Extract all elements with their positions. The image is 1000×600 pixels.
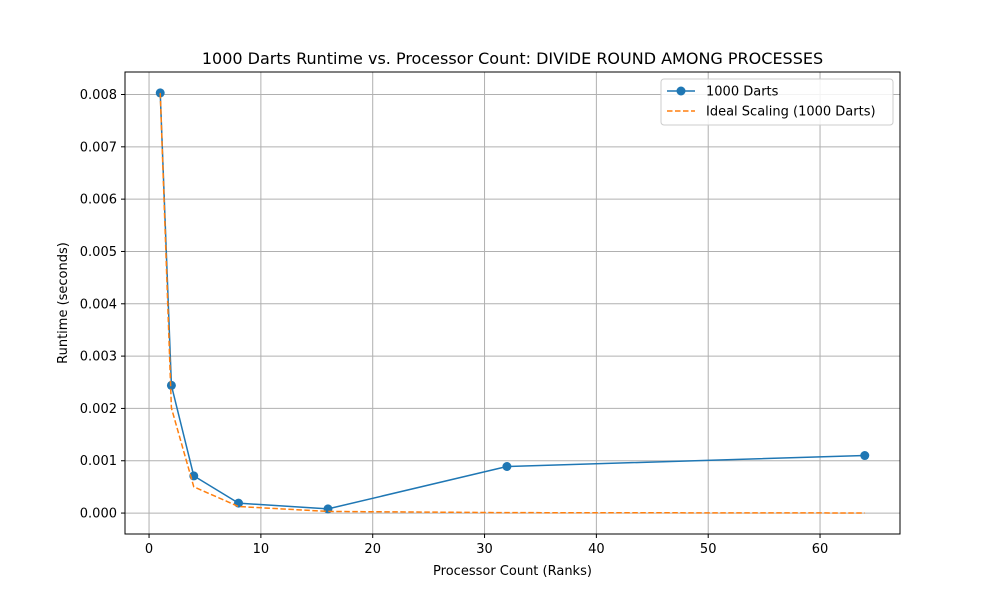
chart-title: 1000 Darts Runtime vs. Processor Count: …	[202, 49, 823, 68]
x-tick-label: 40	[588, 542, 605, 557]
x-axis-title: Processor Count (Ranks)	[433, 564, 592, 579]
x-tick-label: 60	[812, 542, 829, 557]
data-point-1000-darts	[502, 462, 512, 472]
y-tick-label: 0.000	[80, 507, 117, 522]
y-tick-label: 0.008	[80, 88, 117, 103]
x-tick-label: 0	[145, 542, 153, 557]
tick-layer: 0 10 20 30 40 50 60 0.000 0.001 0.002 0.003 0.004 0.…	[80, 88, 829, 557]
y-tick-label: 0.003	[80, 350, 117, 365]
x-tick-label: 30	[476, 542, 493, 557]
x-tick-label: 50	[700, 542, 717, 557]
series-line-1000-darts	[159, 92, 865, 510]
legend-label-ideal-scaling: Ideal Scaling (1000 Darts)	[706, 105, 876, 120]
y-tick-label: 0.004	[80, 297, 117, 312]
series-line-ideal-scaling	[159, 92, 865, 514]
data-point-1000-darts	[166, 380, 176, 390]
legend-box	[660, 78, 894, 126]
legend: 1000 Darts Ideal Scaling (1000 Darts)	[660, 78, 894, 126]
y-tick-label: 0.001	[80, 454, 117, 469]
legend-marker-1000-darts	[676, 86, 686, 96]
y-tick-label: 0.006	[80, 193, 117, 208]
series-layer	[155, 88, 870, 514]
data-point-1000-darts	[860, 451, 870, 461]
legend-label-1000-darts: 1000 Darts	[706, 85, 779, 100]
y-tick-label: 0.002	[80, 402, 117, 417]
x-tick-label: 10	[253, 542, 270, 557]
plot-frame	[124, 71, 901, 535]
data-point-1000-darts	[155, 88, 165, 98]
grid-layer	[125, 72, 900, 534]
y-tick-label: 0.007	[80, 140, 117, 155]
y-axis-title: Runtime (seconds)	[56, 242, 71, 364]
y-tick-label: 0.005	[80, 245, 117, 260]
x-tick-label: 20	[364, 542, 381, 557]
